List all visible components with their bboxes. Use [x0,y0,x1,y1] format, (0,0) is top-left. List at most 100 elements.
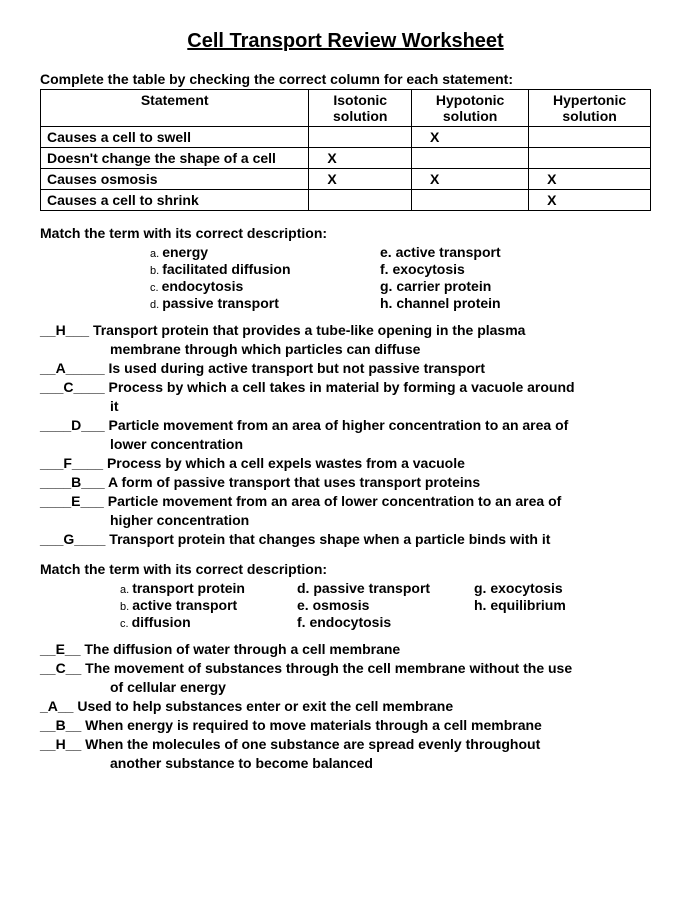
answer-blank: _A__ [40,698,73,714]
question-cont: of cellular energy [40,679,651,695]
table-row: Causes a cell to shrink X [41,190,651,211]
term: e. active transport [380,244,610,260]
question-text: Process by which a cell expels wastes fr… [107,455,465,471]
question-text: Process by which a cell takes in materia… [109,379,575,395]
question-line: ____E___ Particle movement from an area … [40,493,651,509]
term-text: active transport [132,597,237,613]
term-text: equilibrium [490,597,565,613]
cell-statement: Causes a cell to shrink [41,190,309,211]
term: f. exocytosis [380,261,610,277]
answer-blank: __H___ [40,322,89,338]
question-text: When the molecules of one substance are … [85,736,540,752]
terms-col3: g. exocytosis h. equilibrium [474,579,651,631]
answer-blank: ___F____ [40,455,103,471]
term-letter: c. [150,282,159,294]
question-line: __E__ The diffusion of water through a c… [40,641,651,657]
term-letter: c. [120,618,129,630]
question-cont: it [40,398,651,414]
terms-col-right: e. active transport f. exocytosis g. car… [380,243,610,312]
match2-instruction: Match the term with its correct descript… [40,561,651,577]
term: c.endocytosis [150,278,380,294]
header-hypertonic: Hypertonic solution [529,90,651,127]
answer-blank: __E__ [40,641,80,657]
term-letter: f. [380,261,389,277]
cell-hypo [412,190,529,211]
term-text: transport protein [132,580,245,596]
answer-blank: ___C____ [40,379,105,395]
cell-hypo: X [412,169,529,190]
question-text: When energy is required to move material… [85,717,542,733]
cell-hypo: X [412,127,529,148]
term-text: passive transport [162,295,279,311]
cell-hyper [529,148,651,169]
match1-instruction: Match the term with its correct descript… [40,225,651,241]
term-text: exocytosis [490,580,562,596]
answer-blank: ___G____ [40,531,105,547]
cell-hypo [412,148,529,169]
question-cont: another substance to become balanced [40,755,651,771]
table-row: Causes a cell to swell X [41,127,651,148]
table-row: Doesn't change the shape of a cell X [41,148,651,169]
term: d. passive transport [297,580,474,596]
term-letter: h. [380,295,392,311]
cell-hyper: X [529,190,651,211]
question-text: A form of passive transport that uses tr… [108,474,480,490]
term-text: passive transport [313,580,430,596]
header-statement: Statement [41,90,309,127]
term-text: carrier protein [396,278,491,294]
question-line: ____B___ A form of passive transport tha… [40,474,651,490]
term-letter: g. [380,278,392,294]
term-letter: a. [150,248,159,260]
answer-blank: __H__ [40,736,81,752]
question-cont: higher concentration [40,512,651,528]
term-letter: f. [297,614,306,630]
term-letter: d. [150,299,159,311]
answer-blank: __B__ [40,717,81,733]
question-line: ___F____ Process by which a cell expels … [40,455,651,471]
term-letter: e. [297,597,309,613]
question-text: Used to help substances enter or exit th… [77,698,453,714]
question-text: Transport protein that provides a tube-l… [93,322,526,338]
cell-statement: Causes osmosis [41,169,309,190]
question-cont: lower concentration [40,436,651,452]
header-isotonic: Isotonic solution [309,90,412,127]
question-text: Transport protein that changes shape whe… [109,531,550,547]
term: b.active transport [120,597,297,613]
term-letter: g. [474,580,486,596]
table-instruction: Complete the table by checking the corre… [40,71,651,87]
term-letter: b. [150,265,159,277]
question-text: The movement of substances through the c… [85,660,572,676]
question-line: __H___ Transport protein that provides a… [40,322,651,338]
question-line: ___C____ Process by which a cell takes i… [40,379,651,395]
question-text: The diffusion of water through a cell me… [84,641,400,657]
terms-col1: a.transport protein b.active transport c… [120,579,297,631]
question-cont: membrane through which particles can dif… [40,341,651,357]
terms-col-left: a.energy b.facilitated diffusion c.endoc… [150,243,380,312]
term-letter: a. [120,584,129,596]
term-text: active transport [396,244,501,260]
cell-iso [309,127,412,148]
term-text: diffusion [132,614,191,630]
question-text: Is used during active transport but not … [109,360,486,376]
answer-blank: ____E___ [40,493,104,509]
answer-blank: ____B___ [40,474,105,490]
term: h. channel protein [380,295,610,311]
question-line: __H__ When the molecules of one substanc… [40,736,651,752]
answer-blank: __A_____ [40,360,105,376]
match1-section: Match the term with its correct descript… [40,225,651,547]
term-letter: b. [120,601,129,613]
term: d.passive transport [150,295,380,311]
question-line: ___G____ Transport protein that changes … [40,531,651,547]
cell-statement: Causes a cell to swell [41,127,309,148]
header-hypotonic: Hypotonic solution [412,90,529,127]
match1-terms: a.energy b.facilitated diffusion c.endoc… [150,243,651,312]
page-title: Cell Transport Review Worksheet [40,30,651,53]
answer-blank: ____D___ [40,417,105,433]
term: b.facilitated diffusion [150,261,380,277]
term: c.diffusion [120,614,297,630]
answer-blank: __C__ [40,660,81,676]
question-line: _A__ Used to help substances enter or ex… [40,698,651,714]
cell-iso: X [309,148,412,169]
term-text: channel protein [396,295,500,311]
term: g. carrier protein [380,278,610,294]
